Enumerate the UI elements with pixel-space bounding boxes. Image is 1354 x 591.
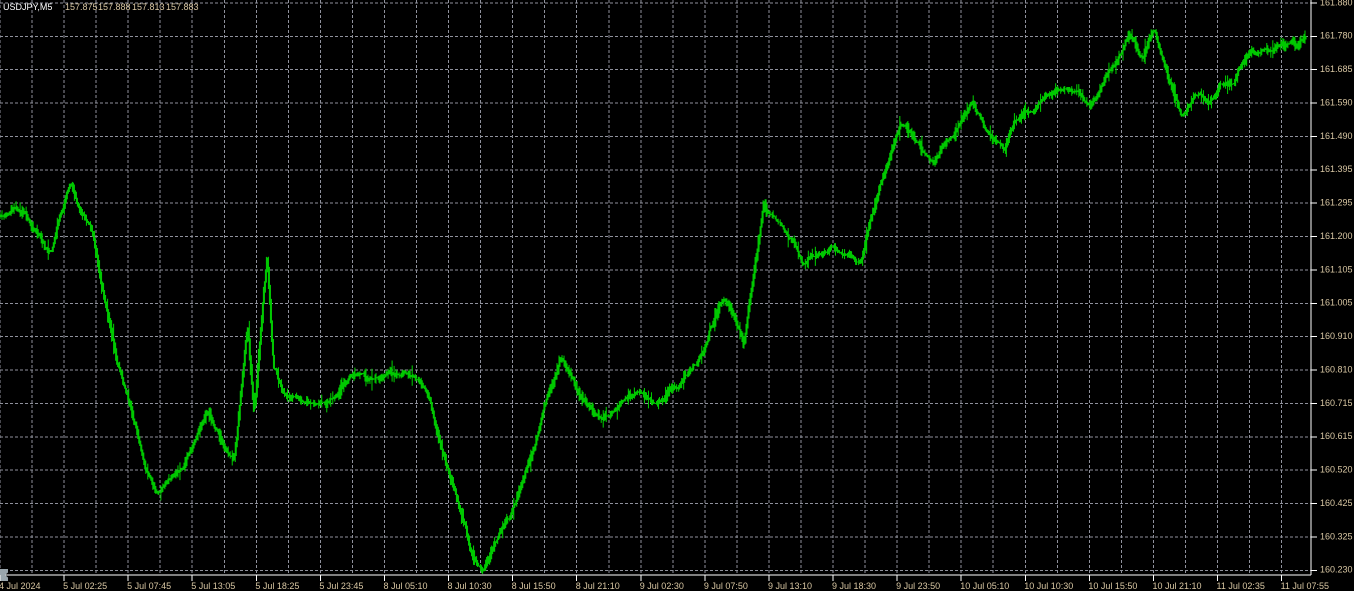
svg-text:10 Jul 05:10: 10 Jul 05:10 (960, 581, 1009, 591)
svg-text:160.810: 160.810 (1320, 364, 1353, 374)
svg-text:8 Jul 10:30: 8 Jul 10:30 (448, 581, 492, 591)
svg-text:161.005: 161.005 (1320, 298, 1353, 308)
svg-text:160.715: 160.715 (1320, 398, 1353, 408)
svg-text:4 Jul 2024: 4 Jul 2024 (0, 581, 41, 591)
svg-text:157.813: 157.813 (132, 2, 165, 12)
svg-text:161.105: 161.105 (1320, 264, 1353, 274)
svg-text:9 Jul 13:10: 9 Jul 13:10 (768, 581, 812, 591)
svg-text:5 Jul 18:25: 5 Jul 18:25 (255, 581, 299, 591)
svg-text:8 Jul 05:10: 8 Jul 05:10 (383, 581, 427, 591)
svg-text:161.590: 161.590 (1320, 97, 1353, 107)
svg-text:160.520: 160.520 (1320, 465, 1353, 475)
svg-text:USDJPY,M5: USDJPY,M5 (3, 2, 52, 12)
svg-text:8 Jul 21:10: 8 Jul 21:10 (576, 581, 620, 591)
svg-text:5 Jul 13:05: 5 Jul 13:05 (191, 581, 235, 591)
svg-text:157.883: 157.883 (166, 2, 199, 12)
svg-text:9 Jul 07:50: 9 Jul 07:50 (704, 581, 748, 591)
svg-text:9 Jul 18:30: 9 Jul 18:30 (832, 581, 876, 591)
svg-text:161.685: 161.685 (1320, 64, 1353, 74)
svg-text:157.888: 157.888 (98, 2, 131, 12)
svg-text:157.875: 157.875 (65, 2, 98, 12)
svg-text:11 Jul 02:35: 11 Jul 02:35 (1217, 581, 1265, 591)
svg-text:5 Jul 23:45: 5 Jul 23:45 (319, 581, 363, 591)
svg-text:11 Jul 07:55: 11 Jul 07:55 (1281, 581, 1329, 591)
svg-text:5 Jul 02:25: 5 Jul 02:25 (63, 581, 107, 591)
svg-text:9 Jul 23:50: 9 Jul 23:50 (896, 581, 940, 591)
svg-text:160.325: 160.325 (1320, 531, 1353, 541)
svg-text:160.230: 160.230 (1320, 565, 1353, 575)
svg-text:10 Jul 10:30: 10 Jul 10:30 (1024, 581, 1073, 591)
svg-text:5 Jul 07:45: 5 Jul 07:45 (127, 581, 171, 591)
svg-text:161.295: 161.295 (1320, 198, 1353, 208)
svg-text:161.780: 161.780 (1320, 31, 1353, 41)
svg-text:160.615: 160.615 (1320, 431, 1353, 441)
svg-text:9 Jul 02:30: 9 Jul 02:30 (640, 581, 684, 591)
svg-text:10 Jul 21:10: 10 Jul 21:10 (1152, 581, 1201, 591)
svg-text:8 Jul 15:50: 8 Jul 15:50 (512, 581, 556, 591)
svg-text:161.490: 161.490 (1320, 131, 1353, 141)
svg-text:161.880: 161.880 (1320, 0, 1353, 7)
svg-text:161.200: 161.200 (1320, 231, 1353, 241)
svg-text:160.910: 160.910 (1320, 331, 1353, 341)
svg-text:160.425: 160.425 (1320, 498, 1353, 508)
svg-text:161.395: 161.395 (1320, 164, 1353, 174)
svg-text:10 Jul 15:50: 10 Jul 15:50 (1088, 581, 1137, 591)
